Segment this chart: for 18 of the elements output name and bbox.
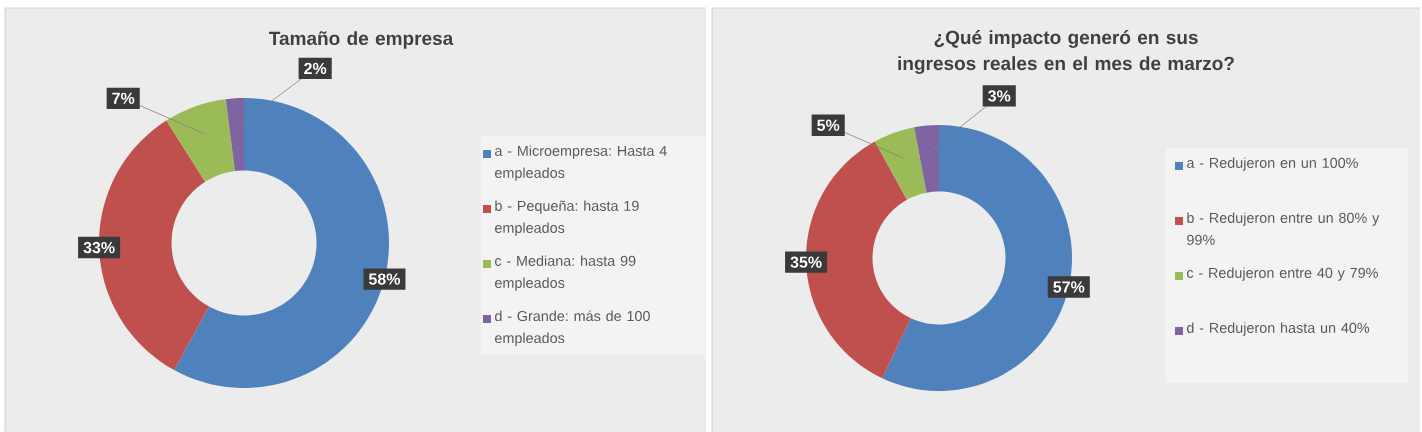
legend-label: d - Grande: más de 100 empleados <box>495 310 650 346</box>
data-label: 5% <box>817 119 840 131</box>
data-label: 3% <box>988 90 1011 102</box>
data-label: 2% <box>304 62 327 74</box>
data-label: 57% <box>1053 281 1085 293</box>
legend-label: d - Redujeron hasta un 40% <box>1187 322 1370 336</box>
legend-label: b - Redujeron entre un 80% y 99% <box>1187 212 1380 245</box>
legend-label: c - Redujeron entre 40 y 79% <box>1187 267 1378 281</box>
legend-label: a - Microempresa: Hasta 4 empleados <box>495 145 667 181</box>
legend-label: b - Pequeña: hasta 19 empleados <box>495 200 639 236</box>
chart-title: ¿Qué impacto generó en sus ingresos reales en el mes de marzo? <box>898 29 1234 74</box>
legend-label: a - Redujeron en un 100% <box>1187 157 1358 171</box>
data-label: 7% <box>112 92 135 104</box>
data-label: 33% <box>83 241 115 254</box>
data-label: 58% <box>368 273 401 285</box>
chart-title: Tamaño de empresa <box>269 30 454 49</box>
legend-label: c - Mediana: hasta 99 empleados <box>495 255 636 291</box>
data-label: 35% <box>790 256 822 268</box>
